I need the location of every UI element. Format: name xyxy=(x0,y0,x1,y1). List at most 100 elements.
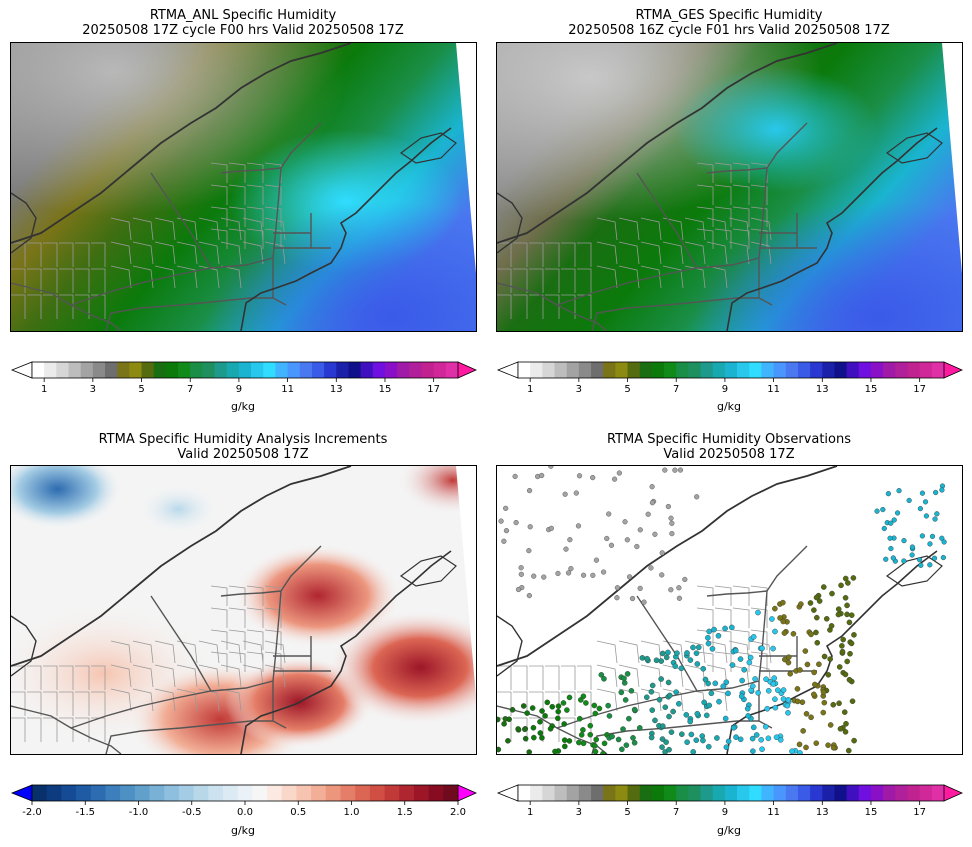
colorbar-swatch xyxy=(324,362,337,378)
observation-dot xyxy=(587,722,594,729)
county-border xyxy=(220,265,242,289)
panel-2-title-line2: 20250508 16Z cycle F01 hrs Valid 2025050… xyxy=(568,23,890,38)
observations-colorbar-svg: 1 3 5 7 9 11 13 15 17 xyxy=(496,784,963,818)
observation-dot xyxy=(840,636,846,643)
ges-humidity-map[interactable] xyxy=(496,42,963,332)
colorbar-tick-label: 5 xyxy=(138,384,144,395)
observation-dot xyxy=(725,690,731,697)
observation-dot xyxy=(705,743,712,750)
state-border xyxy=(150,595,212,692)
observation-dot xyxy=(549,703,556,710)
county-border xyxy=(640,217,662,241)
observation-dot xyxy=(820,709,827,716)
increments-map[interactable] xyxy=(10,465,477,755)
observations-map[interactable] xyxy=(496,465,963,755)
anl-humidity-map[interactable] xyxy=(10,42,477,332)
observation-dot xyxy=(896,488,902,494)
colorbar-high-extend xyxy=(943,784,963,802)
colorbar-swatch xyxy=(883,785,896,801)
colorbar-swatch xyxy=(80,362,94,378)
county-border xyxy=(132,664,154,688)
observation-dot xyxy=(561,721,567,727)
colorbar-swatch xyxy=(340,785,356,801)
county-border xyxy=(198,265,220,289)
county-border xyxy=(59,665,74,690)
atlantic-coastline xyxy=(240,550,452,754)
observation-dot xyxy=(606,713,613,719)
county-border xyxy=(43,294,58,319)
county-border xyxy=(750,217,772,241)
county-border xyxy=(714,228,732,249)
county-border xyxy=(696,585,714,606)
county-border xyxy=(732,607,750,628)
colorbar-swatch xyxy=(542,362,555,378)
county-border xyxy=(110,217,132,241)
observation-dot xyxy=(555,570,561,577)
observation-dot xyxy=(741,666,747,673)
county-border xyxy=(264,217,286,241)
colorbar-swatch xyxy=(554,785,568,801)
colorbar-swatch xyxy=(413,785,430,801)
county-border xyxy=(246,228,264,249)
observation-dot xyxy=(848,640,855,647)
county-border xyxy=(198,688,220,712)
observation-dot xyxy=(794,686,801,692)
colorbar-swatch xyxy=(785,785,799,801)
observation-dot xyxy=(816,661,822,668)
colorbar-tick-label: 1 xyxy=(527,384,533,395)
colorbar-low-extend xyxy=(496,361,519,379)
colorbar-swatch xyxy=(117,362,130,378)
observation-dot xyxy=(827,722,834,728)
observation-dot xyxy=(526,592,532,599)
panel-4-title-line2: Valid 20250508 17Z xyxy=(663,447,795,462)
observation-dot xyxy=(590,474,596,481)
colorbar-swatch xyxy=(737,785,750,801)
state-border xyxy=(272,167,282,259)
observation-dot xyxy=(524,710,530,716)
county-border xyxy=(513,691,528,716)
observation-dot xyxy=(830,701,837,708)
observation-dot xyxy=(670,708,676,715)
county-border xyxy=(176,241,198,265)
observation-dot xyxy=(753,732,760,738)
observation-dot xyxy=(940,554,946,561)
colorbar-swatch xyxy=(56,362,69,378)
observation-dot xyxy=(668,729,675,735)
county-border xyxy=(210,228,228,249)
county-border xyxy=(618,640,640,664)
lake-huron-outline xyxy=(497,615,523,677)
observation-dot xyxy=(531,734,537,741)
county-border xyxy=(228,629,246,650)
county-border xyxy=(513,242,528,267)
county-border xyxy=(210,206,228,227)
colorbar-swatch xyxy=(68,362,82,378)
observation-dot xyxy=(820,689,827,695)
colorbar-tick-label: 1.0 xyxy=(344,807,360,818)
observation-dot xyxy=(845,580,851,586)
colorbar-swatch xyxy=(822,785,835,801)
observation-dot xyxy=(593,557,600,563)
colorbar-tick-label: 13 xyxy=(816,807,829,818)
state-border xyxy=(591,297,759,331)
observation-dot xyxy=(909,552,915,558)
observation-dot xyxy=(501,721,507,727)
observation-dot xyxy=(798,601,804,607)
colorbar-tick-label: 3 xyxy=(90,384,96,395)
county-border xyxy=(750,607,768,628)
colorbar-swatch xyxy=(44,362,57,378)
increments-colorbar-unit: g/kg xyxy=(230,824,256,837)
observation-dot xyxy=(626,715,632,722)
county-border xyxy=(513,294,528,319)
colorbar-tick-label: 7 xyxy=(673,384,679,395)
observation-dot xyxy=(732,647,739,654)
colorbar-swatch xyxy=(518,785,531,801)
observations-colorbar-unit: g/kg xyxy=(716,824,742,837)
great-lakes-border xyxy=(11,43,352,244)
observation-dot xyxy=(874,508,880,514)
great-lakes-border xyxy=(497,43,838,244)
observation-dot xyxy=(764,705,771,712)
observation-dot xyxy=(527,524,533,530)
observation-dot xyxy=(827,656,833,662)
observation-dot xyxy=(656,696,663,703)
colorbar-tick-label: 15 xyxy=(865,384,878,395)
